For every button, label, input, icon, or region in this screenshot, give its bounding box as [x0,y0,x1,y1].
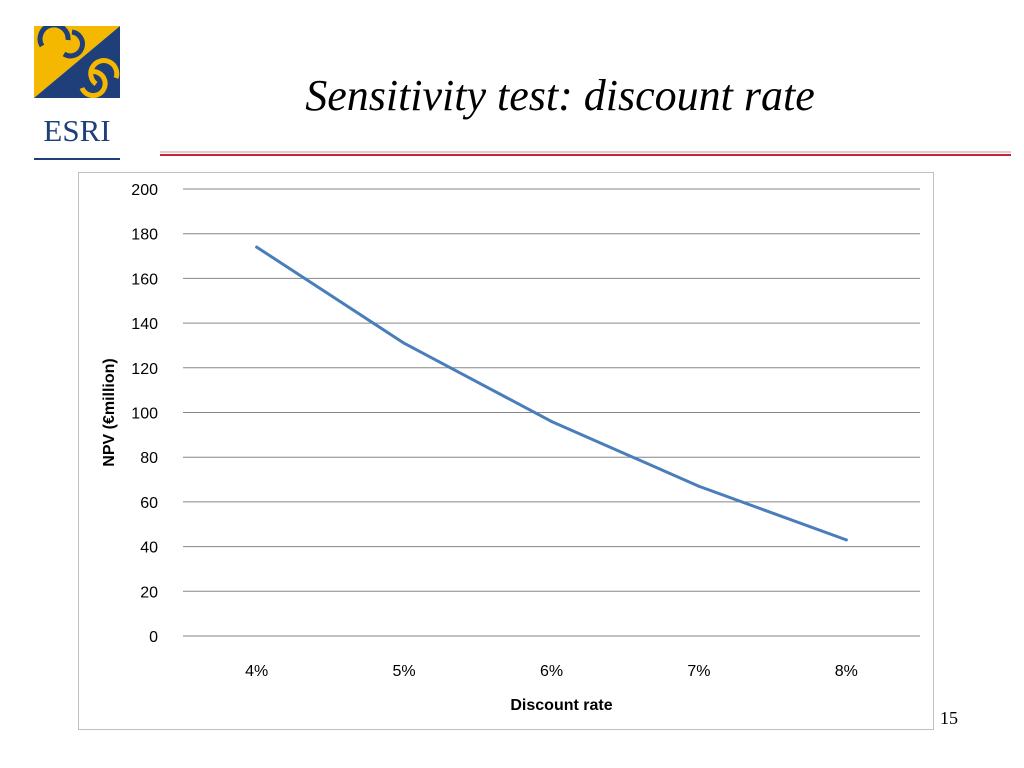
y-tick-label: 120 [131,361,158,378]
x-tick-label: 4% [245,663,268,680]
y-tick-label: 200 [131,182,158,199]
data-point [844,538,848,542]
y-tick-label: 0 [149,629,158,646]
logo-underline [34,158,120,160]
esri-logo-mark [34,26,120,98]
series-line [255,245,848,542]
page-number: 15 [940,708,958,728]
title-rule [160,151,1011,156]
data-point [697,484,701,488]
x-tick-label: 8% [835,663,858,680]
y-tick-label: 180 [131,227,158,244]
data-point [550,419,553,423]
x-axis-title: Discount rate [510,697,612,714]
x-tick-label: 5% [393,663,416,680]
y-tick-label: 140 [131,316,158,333]
x-tick-label: 6% [540,663,563,680]
data-point [402,341,406,345]
chart-frame [78,172,934,730]
y-tick-label: 100 [131,406,158,423]
y-tick-label: 40 [140,540,158,557]
line-chart: 0 20 40 60 80 100 120 140 160 180 200 4% 5% 6% 7% 8% Dis… [101,182,920,714]
logo-text: ESRI [43,113,111,148]
data-point [255,245,259,249]
y-tick-label: 160 [131,271,158,288]
y-tick-label: 20 [140,584,158,601]
esri-logo: ESRI [34,26,120,160]
y-axis-title: NPV (€million) [101,358,118,466]
y-tick-label: 60 [140,495,158,512]
y-tick-label: 80 [140,450,158,467]
x-tick-label: 7% [687,663,710,680]
slide-title: Sensitivity test: discount rate [305,71,815,120]
